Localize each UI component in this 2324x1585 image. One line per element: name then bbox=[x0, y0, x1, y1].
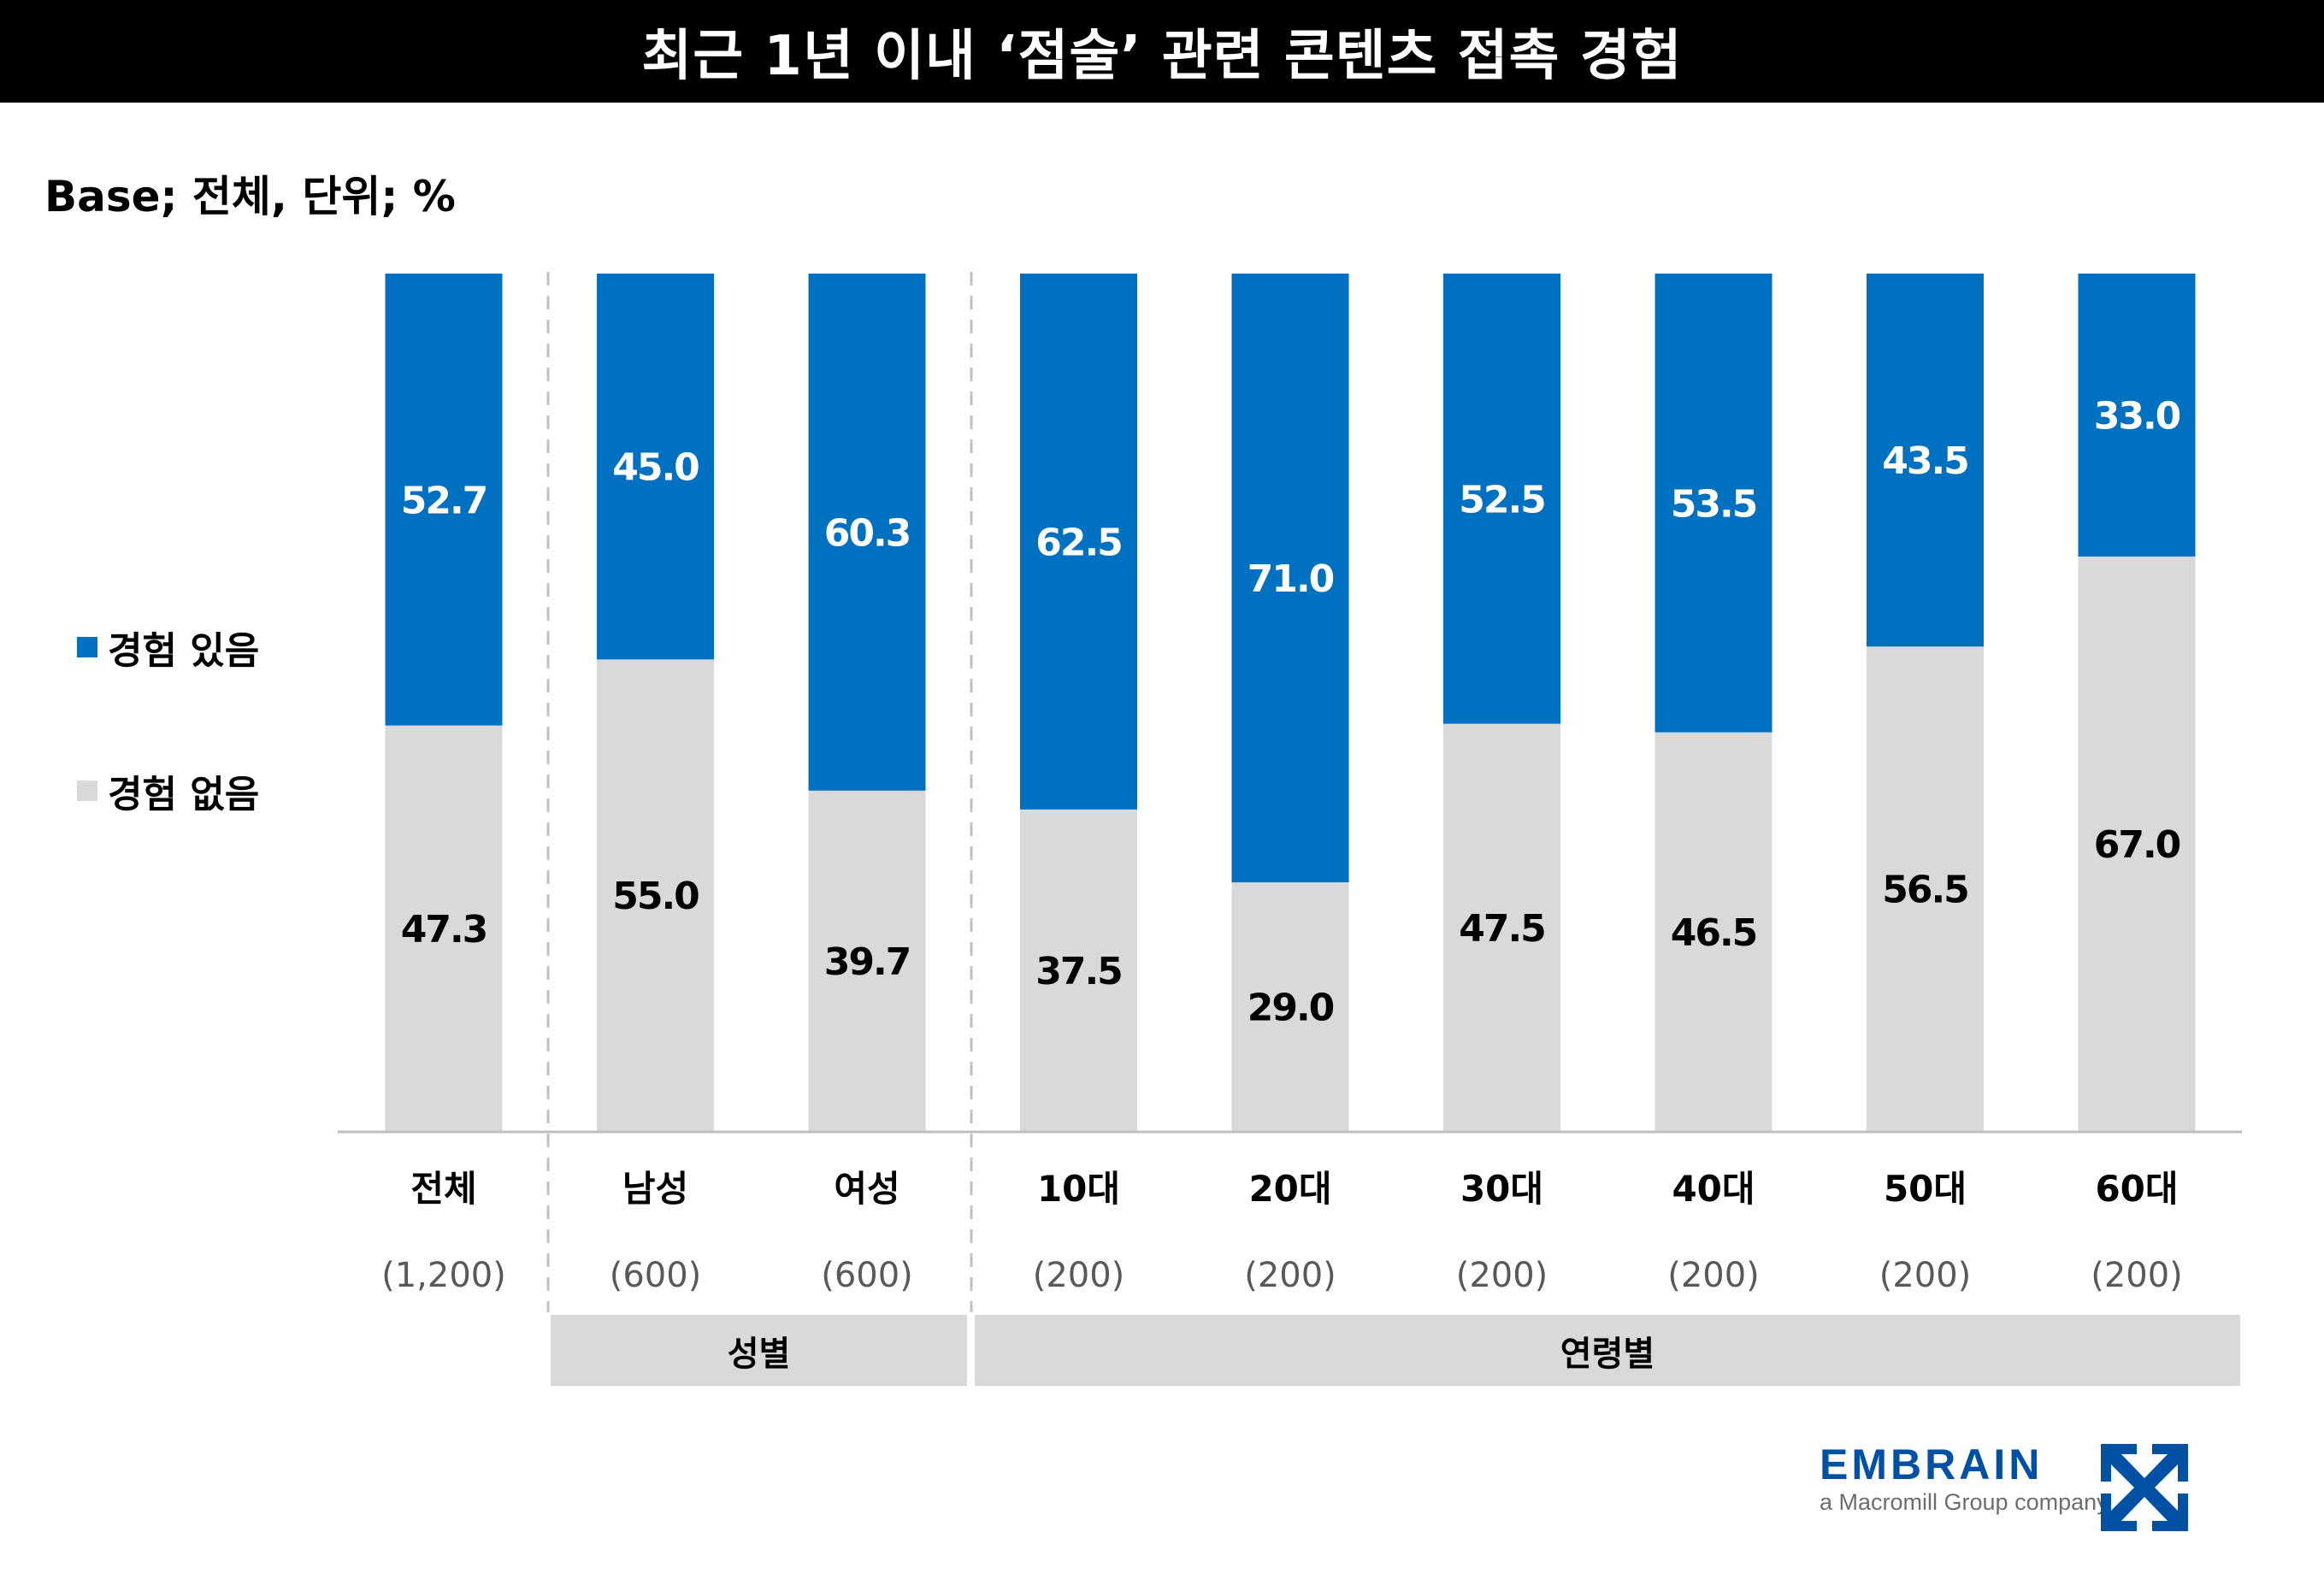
bar-segment-not-experienced bbox=[1020, 809, 1137, 1131]
bar-segment-not-experienced bbox=[808, 790, 926, 1131]
bar-segment-not-experienced bbox=[1231, 882, 1349, 1131]
legend-swatch-experienced bbox=[77, 637, 97, 657]
bar-segment-experienced bbox=[1020, 274, 1137, 810]
bar-segment-not-experienced bbox=[597, 659, 714, 1131]
data-label: 46.5 bbox=[1671, 911, 1757, 955]
sample-size-label: (200) bbox=[1879, 1256, 1972, 1295]
bar-segment-not-experienced bbox=[385, 725, 503, 1131]
category-label: 전체 bbox=[410, 1168, 476, 1210]
bar-segment-experienced bbox=[1443, 274, 1560, 724]
category-label: 50대 bbox=[1884, 1168, 1967, 1210]
data-label: 47.5 bbox=[1459, 907, 1545, 951]
sample-size-label: (200) bbox=[1456, 1256, 1548, 1295]
data-label: 39.7 bbox=[824, 940, 911, 984]
data-label: 55.0 bbox=[612, 875, 699, 918]
sample-size-label: (600) bbox=[610, 1256, 702, 1295]
bar-segment-experienced bbox=[2078, 274, 2196, 557]
legend-label-experienced: 경험 있음 bbox=[108, 629, 260, 673]
data-label: 45.0 bbox=[612, 446, 699, 490]
category-label: 남성 bbox=[622, 1168, 688, 1210]
sample-size-label: (200) bbox=[1667, 1256, 1760, 1295]
chart-title: 최근 1년 이내 ‘점술’ 관련 콘텐츠 접촉 경험 bbox=[641, 25, 1683, 88]
legend-label-not-experienced: 경험 없음 bbox=[108, 773, 260, 816]
data-label: 52.7 bbox=[401, 479, 487, 522]
category-label: 10대 bbox=[1037, 1168, 1120, 1210]
group-label-age: 연령별 bbox=[975, 1315, 2240, 1386]
embrain-logo: EMBRAIN a Macromill Group company bbox=[1820, 1443, 2109, 1516]
base-note: Base; 전체, 단위; % bbox=[44, 172, 456, 221]
category-label: 20대 bbox=[1248, 1168, 1331, 1210]
sample-size-label: (200) bbox=[1244, 1256, 1336, 1295]
data-label: 53.5 bbox=[1671, 482, 1757, 526]
data-label: 62.5 bbox=[1035, 521, 1122, 564]
data-label: 43.5 bbox=[1882, 439, 1968, 483]
sample-size-label: (1,200) bbox=[381, 1256, 506, 1295]
bar-segment-not-experienced bbox=[2078, 556, 2196, 1131]
sample-size-label: (200) bbox=[1033, 1256, 1125, 1295]
legend-item-experienced: 경험 있음 bbox=[77, 620, 259, 675]
legend-item-not-experienced: 경험 없음 bbox=[77, 763, 259, 818]
bar-segment-not-experienced bbox=[1867, 646, 1984, 1131]
data-label: 29.0 bbox=[1248, 987, 1334, 1030]
group-label-gender: 성별 bbox=[551, 1315, 967, 1386]
category-label: 여성 bbox=[834, 1168, 900, 1210]
bar-segment-not-experienced bbox=[1443, 723, 1560, 1131]
bar-segment-experienced bbox=[808, 274, 926, 791]
data-label: 60.3 bbox=[824, 511, 911, 555]
embrain-logo-mark-icon bbox=[2101, 1444, 2188, 1531]
data-label: 71.0 bbox=[1248, 557, 1334, 601]
legend-swatch-not-experienced bbox=[77, 781, 97, 801]
bar-segment-experienced bbox=[597, 274, 714, 660]
bar-segment-experienced bbox=[1231, 274, 1349, 883]
category-label: 30대 bbox=[1460, 1168, 1543, 1210]
title-bar: 최근 1년 이내 ‘점술’ 관련 콘텐츠 접촉 경험 bbox=[0, 0, 2324, 103]
data-label: 37.5 bbox=[1035, 950, 1122, 993]
logo-tagline: a Macromill Group company bbox=[1820, 1489, 2109, 1515]
bar-segment-experienced bbox=[1867, 274, 1984, 647]
sample-size-label: (600) bbox=[821, 1256, 913, 1295]
data-label: 56.5 bbox=[1882, 869, 1968, 912]
bar-segment-experienced bbox=[1655, 274, 1772, 733]
sample-size-label: (200) bbox=[2091, 1256, 2183, 1295]
data-label: 67.0 bbox=[2094, 823, 2180, 867]
bar-segment-not-experienced bbox=[1655, 732, 1772, 1131]
logo-wordmark: EMBRAIN bbox=[1820, 1441, 2044, 1488]
category-label: 60대 bbox=[2095, 1168, 2178, 1210]
bar-segment-experienced bbox=[385, 274, 503, 726]
category-label: 40대 bbox=[1672, 1168, 1755, 1210]
data-label: 33.0 bbox=[2094, 394, 2180, 438]
data-label: 47.3 bbox=[401, 908, 487, 952]
data-label: 52.5 bbox=[1459, 478, 1545, 521]
